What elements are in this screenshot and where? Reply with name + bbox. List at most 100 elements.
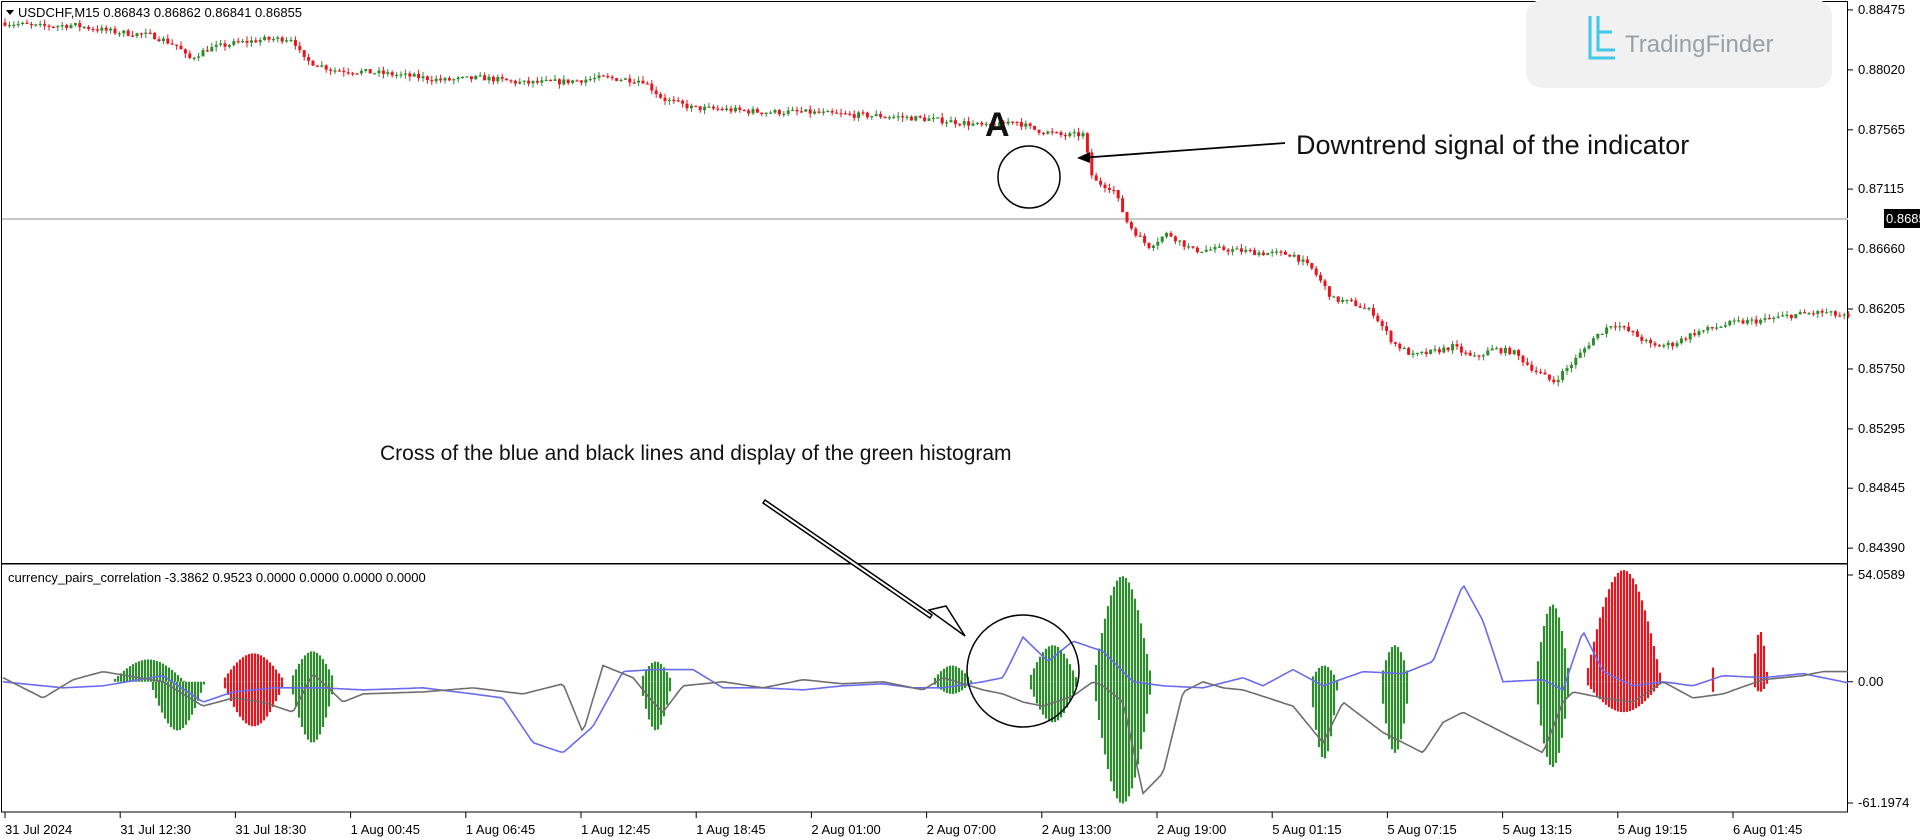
candle-body <box>804 109 808 112</box>
candle-body <box>1160 236 1164 242</box>
candle-body <box>1301 259 1305 262</box>
candle-body <box>1794 314 1798 319</box>
candle-body <box>993 126 997 129</box>
candle-body <box>1024 123 1028 127</box>
candle-body <box>923 117 927 121</box>
candle-body <box>549 79 553 82</box>
candle-body <box>579 80 583 83</box>
candle-body <box>1530 364 1534 371</box>
candle-body <box>1253 250 1257 256</box>
candle-body <box>681 100 685 104</box>
candle-body <box>29 23 33 26</box>
candle-body <box>1411 353 1415 355</box>
candle-body <box>439 78 443 81</box>
candle-body <box>381 70 385 74</box>
candle-body <box>1785 314 1789 317</box>
candle-body <box>100 27 104 31</box>
candle-body <box>892 116 896 118</box>
candle-body <box>949 120 953 123</box>
candle-body <box>839 113 843 115</box>
candle-body <box>443 78 447 81</box>
candle-body <box>1732 320 1736 322</box>
candle-body <box>82 26 86 29</box>
candle-body <box>901 116 905 118</box>
candle-body <box>1811 313 1815 315</box>
candle-body <box>1561 371 1565 380</box>
candle-body <box>263 36 267 40</box>
candle-body <box>1723 325 1727 327</box>
candle-body <box>953 120 957 125</box>
candle-body <box>1345 299 1349 302</box>
candle-body <box>166 38 170 44</box>
candle-body <box>1600 333 1604 335</box>
candle-body <box>984 123 988 125</box>
candle-body <box>980 122 984 125</box>
candle-body <box>1407 347 1411 355</box>
candle-body <box>786 110 790 114</box>
candle-body <box>21 22 25 24</box>
candle-body <box>7 24 11 27</box>
price-tick-label: 0.85295 <box>1858 421 1905 436</box>
candle-body <box>285 40 289 42</box>
candle-body <box>857 112 861 118</box>
candle-body <box>817 111 821 113</box>
candle-body <box>1327 286 1331 297</box>
price-tick-label: 0.88475 <box>1858 2 1905 17</box>
candle-body <box>588 78 592 81</box>
candle-body <box>337 70 341 72</box>
candle-body <box>571 80 575 84</box>
candle-body <box>1226 249 1230 252</box>
candle-body <box>1547 374 1551 380</box>
candle-body <box>716 108 720 110</box>
candle-body <box>1209 249 1213 251</box>
candle-body <box>531 80 535 84</box>
candle-body <box>421 76 425 79</box>
candle-body <box>1085 133 1089 153</box>
candle-body <box>663 97 667 101</box>
candle-body <box>386 72 390 74</box>
candle-body <box>883 117 887 119</box>
candle-body <box>1107 188 1111 190</box>
candle-body <box>619 79 623 82</box>
candle-body <box>566 79 570 84</box>
time-tick-label: 1 Aug 12:45 <box>581 822 650 837</box>
time-tick-label: 2 Aug 19:00 <box>1157 822 1226 837</box>
candle-body <box>760 112 764 115</box>
candle-body <box>170 43 174 45</box>
candle-body <box>1741 320 1745 324</box>
candle-body <box>1473 355 1477 357</box>
time-tick-label: 5 Aug 13:15 <box>1503 822 1572 837</box>
candle-body <box>104 27 108 31</box>
candle-body <box>1041 132 1045 135</box>
candle-body <box>936 117 940 119</box>
candle-body <box>1587 345 1591 349</box>
candle-body <box>742 109 746 112</box>
candle-body <box>852 114 856 118</box>
candle-body <box>1508 347 1512 355</box>
candle-body <box>1380 321 1384 327</box>
candle-body <box>703 106 707 111</box>
candle-body <box>751 109 755 114</box>
candle-body <box>232 41 236 45</box>
candle-body <box>307 57 311 61</box>
indicator-tick-label: 0.00 <box>1858 674 1883 689</box>
candle-body <box>773 110 777 113</box>
candle-body <box>1798 312 1802 315</box>
candle-body <box>967 121 971 126</box>
candle-body <box>1222 246 1226 250</box>
candle-body <box>1323 280 1327 287</box>
candle-body <box>434 78 438 82</box>
candle-body <box>1165 232 1169 237</box>
candle-body <box>879 114 883 118</box>
candle-body <box>201 50 205 57</box>
candle-body <box>1266 253 1270 256</box>
candle-body <box>628 78 632 83</box>
candle-body <box>117 33 121 35</box>
time-tick-label: 1 Aug 06:45 <box>466 822 535 837</box>
candle-body <box>1239 248 1243 252</box>
candle-body <box>491 76 495 82</box>
candle-body <box>236 41 240 43</box>
dropdown-arrow-icon[interactable] <box>6 10 14 15</box>
candle-body <box>1011 121 1015 123</box>
